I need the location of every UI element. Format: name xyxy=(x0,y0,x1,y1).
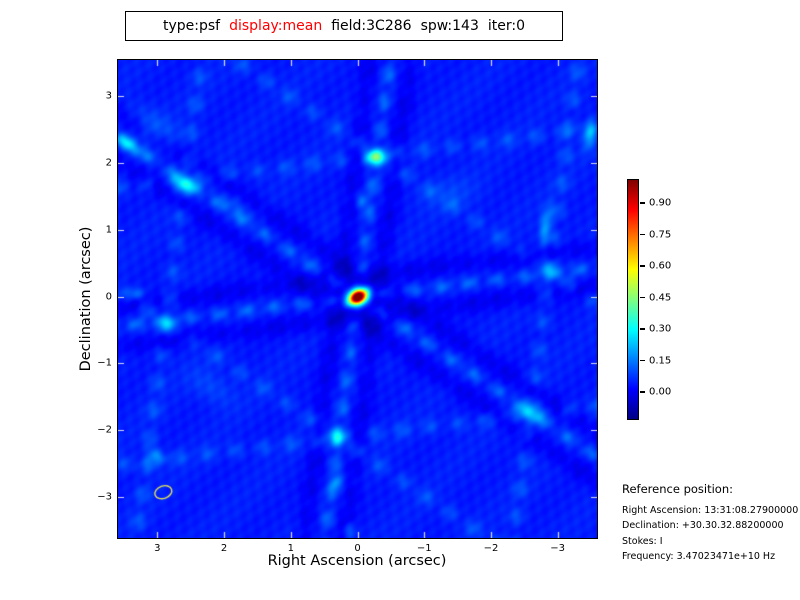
colorbar-tick-mark xyxy=(640,391,645,393)
reference-position-line: Frequency: 3.47023471e+10 Hz xyxy=(622,551,776,563)
x-tick-label: 1 xyxy=(287,543,294,554)
reference-position-line: Stokes: I xyxy=(622,535,663,547)
x-tick-label: 3 xyxy=(154,543,161,554)
title-segment-0: type:psf xyxy=(162,18,221,34)
colorbar-tick-label: 0.30 xyxy=(649,323,672,335)
colorbar-tick-label: 0.90 xyxy=(649,197,672,209)
colorbar-tick-mark xyxy=(640,233,645,236)
y-axis-label: Declination (arcsec) xyxy=(78,226,94,372)
colorbar-tick-label: 0.45 xyxy=(649,292,672,303)
title-segment-4: iter:0 xyxy=(487,18,526,34)
colorbar-tick-mark xyxy=(640,296,645,299)
y-tick-label: −1 xyxy=(97,357,112,369)
title-segment-2: field:3C286 xyxy=(331,18,412,34)
reference-position-lines: Right Ascension: 13:31:08.27900000 Declin… xyxy=(622,503,798,565)
colorbar-tick-mark xyxy=(640,202,645,204)
y-tick-label: 2 xyxy=(105,157,112,169)
x-tick-label: 2 xyxy=(220,543,228,554)
x-tick-label: −2 xyxy=(483,543,499,554)
colorbar-gradient xyxy=(627,179,639,420)
colorbar-tick-label: 0.75 xyxy=(649,229,672,240)
x-axis-label: Right Ascension (arcsec) xyxy=(267,553,447,569)
colorbar-tick-label: 0.15 xyxy=(649,355,672,366)
reference-position-title: Reference position: xyxy=(622,482,733,496)
psf-heatmap-canvas xyxy=(117,59,598,539)
x-tick-label: −1 xyxy=(416,543,432,554)
y-tick-label: 0 xyxy=(105,291,112,302)
plot-title-box: type:psf display:mean field:3C286 spw:143 it… xyxy=(125,11,563,41)
title-segment-3: spw:143 xyxy=(420,18,479,34)
reference-position-line: Right Ascension: 13:31:08.27900000 xyxy=(622,505,799,516)
colorbar-tick-mark xyxy=(640,265,645,267)
colorbar-tick-label: 0.60 xyxy=(649,260,672,272)
reference-position-block: Reference position: Right Ascension: 13:… xyxy=(622,482,798,565)
y-tick-label: −3 xyxy=(97,491,112,503)
y-tick-label: 1 xyxy=(105,224,112,236)
title-segment-1: display:mean xyxy=(229,18,323,34)
colorbar-tick-mark xyxy=(640,328,645,330)
y-tick-label: 3 xyxy=(105,90,112,102)
colorbar-tick-label: 0.00 xyxy=(649,386,672,398)
x-tick-label: −3 xyxy=(550,543,566,554)
reference-position-line: Declination: +30.30.32.88200000 xyxy=(622,520,784,532)
x-tick-label: 0 xyxy=(354,543,361,554)
colorbar-tick-mark xyxy=(640,359,645,362)
y-tick-label: −2 xyxy=(97,424,112,436)
